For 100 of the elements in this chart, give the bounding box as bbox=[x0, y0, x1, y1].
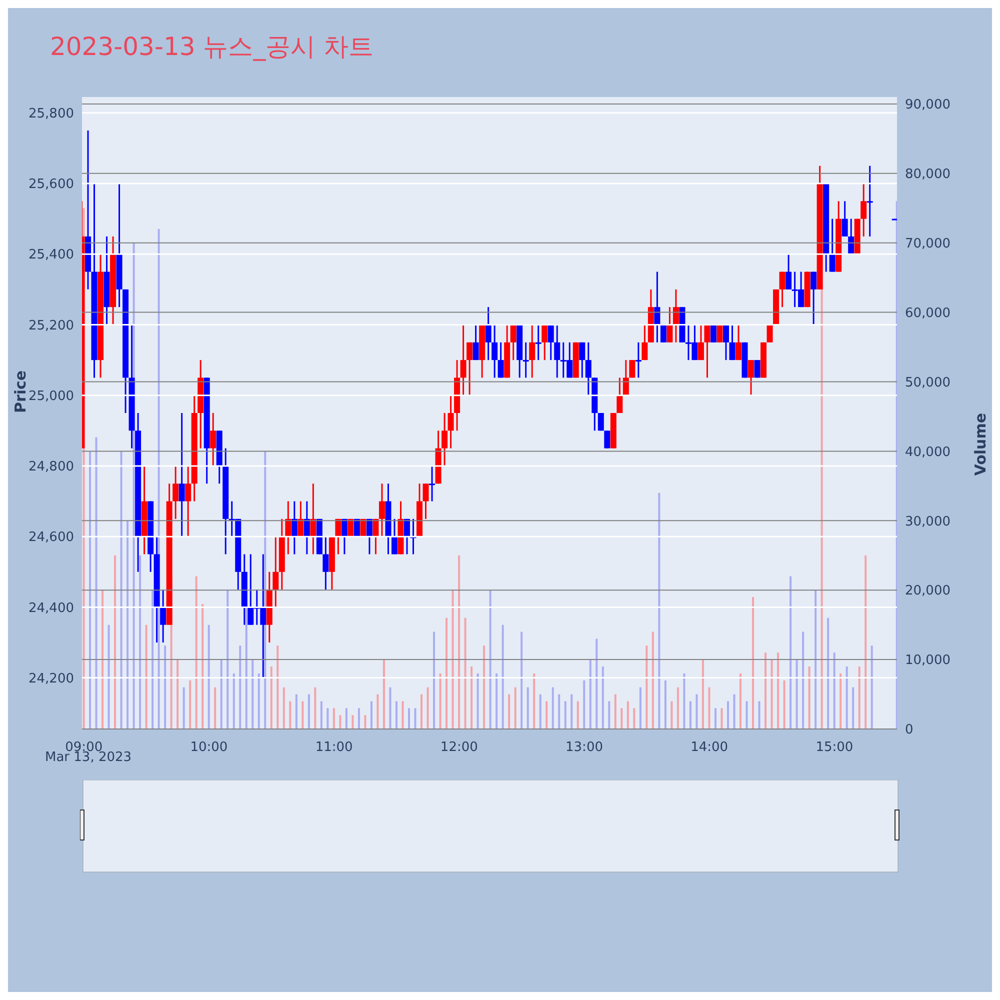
candlestick bbox=[172, 465, 179, 520]
bar bbox=[258, 673, 260, 729]
bar bbox=[758, 701, 760, 729]
bar bbox=[670, 701, 673, 729]
candlestick bbox=[860, 182, 867, 238]
bar bbox=[814, 590, 817, 729]
bar bbox=[452, 590, 454, 729]
bar bbox=[833, 652, 836, 729]
bar bbox=[364, 715, 366, 729]
bar bbox=[533, 673, 536, 729]
bar bbox=[802, 632, 804, 729]
candlestick bbox=[322, 536, 329, 590]
bar bbox=[570, 694, 573, 729]
bar bbox=[752, 597, 754, 729]
bar bbox=[414, 708, 416, 729]
bar bbox=[676, 687, 679, 729]
bar bbox=[740, 673, 742, 729]
candlestick bbox=[786, 253, 792, 290]
candlestick bbox=[585, 342, 592, 396]
bar bbox=[658, 492, 660, 729]
y-tick-label: 25,200 bbox=[28, 318, 74, 334]
bar bbox=[426, 687, 429, 729]
bar bbox=[864, 555, 867, 729]
candlestick bbox=[429, 465, 436, 502]
bar bbox=[520, 632, 523, 729]
candlestick bbox=[378, 482, 385, 538]
candlestick bbox=[304, 500, 310, 555]
x-tick-label: 12:00 bbox=[440, 740, 478, 755]
bar bbox=[376, 694, 379, 729]
candlestick bbox=[666, 306, 673, 344]
candlestick bbox=[460, 324, 466, 396]
bar bbox=[646, 646, 648, 729]
bar bbox=[827, 618, 830, 729]
x-tick-label: 10:00 bbox=[190, 740, 228, 755]
candlestick bbox=[160, 588, 166, 644]
bar bbox=[476, 673, 479, 729]
bar bbox=[683, 673, 686, 729]
bar bbox=[764, 652, 767, 729]
bar bbox=[345, 708, 348, 729]
bar bbox=[552, 687, 554, 729]
candlestick bbox=[485, 306, 492, 361]
x-tick-label: 15:00 bbox=[816, 740, 854, 755]
candlestick bbox=[366, 518, 372, 555]
candlestick bbox=[672, 288, 679, 344]
bar bbox=[583, 680, 586, 729]
y2-tick-label: 90,000 bbox=[905, 98, 950, 113]
candlestick bbox=[492, 324, 498, 378]
candlestick bbox=[736, 324, 742, 361]
y-tick-label: 24,600 bbox=[28, 530, 74, 546]
bar bbox=[189, 680, 192, 729]
bar bbox=[102, 590, 104, 729]
bar bbox=[433, 632, 436, 729]
candlestick bbox=[554, 324, 560, 378]
bar bbox=[589, 660, 592, 729]
candlestick bbox=[842, 200, 848, 238]
candlestick bbox=[848, 218, 854, 255]
bar bbox=[326, 708, 329, 729]
bar bbox=[420, 694, 423, 729]
bar bbox=[320, 701, 322, 729]
bar bbox=[308, 694, 310, 729]
x-tick-label: 14:00 bbox=[690, 740, 728, 755]
candlestick bbox=[185, 465, 192, 538]
bar bbox=[302, 701, 304, 729]
bar bbox=[164, 646, 166, 729]
y2-tick-label: 70,000 bbox=[905, 236, 950, 252]
bar bbox=[214, 687, 216, 729]
y-tick-label: 25,400 bbox=[28, 248, 74, 263]
candlestick bbox=[829, 218, 836, 273]
bar bbox=[602, 666, 604, 729]
bar bbox=[639, 687, 642, 729]
bar bbox=[576, 701, 579, 729]
bar bbox=[514, 687, 516, 729]
bar bbox=[202, 604, 204, 729]
y-tick-label: 25,600 bbox=[28, 177, 74, 192]
y2-tick-label: 50,000 bbox=[905, 375, 950, 390]
bar bbox=[332, 708, 335, 729]
bar bbox=[596, 638, 598, 729]
bar bbox=[220, 660, 222, 729]
bar bbox=[402, 701, 404, 729]
bar bbox=[696, 694, 698, 729]
bar bbox=[270, 666, 272, 729]
candlestick bbox=[310, 482, 316, 555]
candlestick bbox=[710, 324, 716, 344]
bar bbox=[352, 715, 354, 729]
candlestick bbox=[391, 518, 398, 555]
chart-title: 2023-03-13 뉴스_공시 차트 bbox=[50, 31, 374, 63]
candlestick bbox=[604, 430, 610, 450]
bar bbox=[382, 660, 385, 729]
bar bbox=[496, 673, 498, 729]
bar bbox=[852, 687, 854, 729]
candlestick bbox=[635, 342, 642, 378]
candlestick bbox=[722, 324, 729, 361]
candlestick bbox=[466, 342, 473, 396]
y2-tick-label: 10,000 bbox=[905, 653, 950, 668]
candlestick bbox=[729, 324, 736, 361]
candlestick bbox=[422, 482, 429, 520]
y2-tick-label: 20,000 bbox=[905, 584, 950, 599]
bar bbox=[470, 666, 473, 729]
bar bbox=[546, 701, 548, 729]
candlestick bbox=[579, 342, 586, 378]
